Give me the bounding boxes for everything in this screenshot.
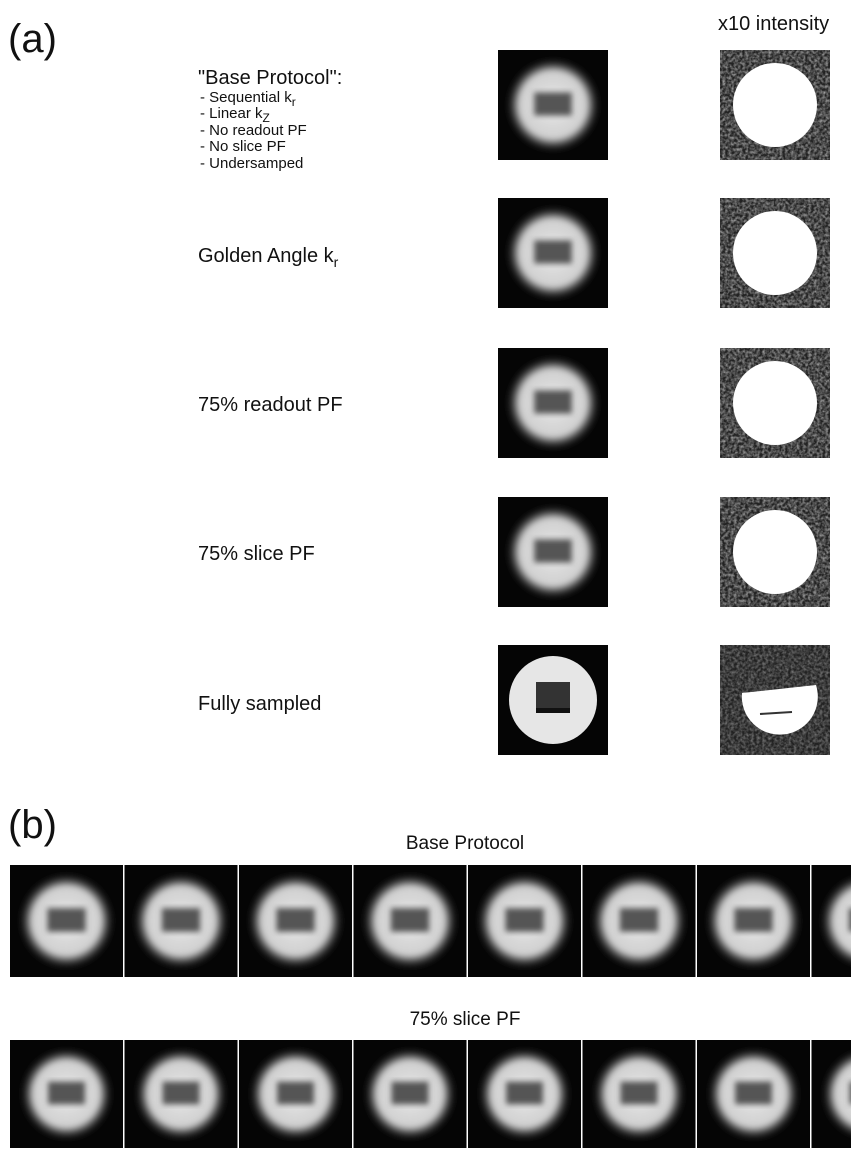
- mri-image: [812, 1040, 851, 1148]
- row-title: 75% slice PF: [198, 543, 315, 565]
- strip-title: Base Protocol: [406, 833, 524, 854]
- panel-label: (b): [8, 803, 57, 847]
- phantom-insert: [620, 908, 658, 931]
- mri-image: [468, 1040, 581, 1148]
- row-title: Fully sampled: [198, 693, 321, 715]
- images: [10, 50, 851, 1148]
- mri-image: [10, 1040, 123, 1148]
- mri-image: [239, 865, 352, 977]
- phantom-insert: [506, 1082, 543, 1105]
- mri-image-x10: [720, 348, 830, 458]
- mri-image: [354, 1040, 467, 1148]
- phantom-insert: [534, 539, 572, 562]
- item-text: - Sequential k: [200, 89, 292, 106]
- phantom-insert: [47, 908, 85, 931]
- phantom-insert: [734, 908, 772, 931]
- mri-image: [583, 1040, 696, 1148]
- panel-label: (a): [8, 17, 57, 61]
- mri-image-x10: [720, 497, 830, 607]
- figure: (a) x10 intensity "Base Protocol": - Seq…: [0, 0, 851, 1148]
- phantom-insert: [48, 1082, 85, 1105]
- phantom-insert: [536, 682, 570, 710]
- phantom-insert: [162, 908, 200, 931]
- mri-image: [125, 865, 238, 977]
- mri-image: [583, 865, 696, 977]
- mri-image: [498, 50, 608, 160]
- phantom-insert: [534, 240, 572, 263]
- phantom: [733, 211, 817, 295]
- item-text: - Linear k: [200, 105, 263, 122]
- phantom: [733, 63, 817, 147]
- mri-image-x10: [720, 198, 830, 308]
- protocol-item: - Undersamped: [200, 155, 303, 172]
- strip-title: 75% slice PF: [410, 1009, 521, 1030]
- phantom-insert: [735, 1082, 772, 1105]
- mri-image: [498, 198, 608, 308]
- column-header: x10 intensity: [718, 13, 829, 35]
- phantom: [733, 510, 817, 594]
- title-subscript: r: [334, 254, 339, 270]
- phantom-insert: [505, 908, 543, 931]
- mri-image: [239, 1040, 352, 1148]
- phantom-insert: [621, 1082, 658, 1105]
- mri-image: [697, 1040, 810, 1148]
- phantom-insert: [277, 1082, 314, 1105]
- mri-image: [498, 497, 608, 607]
- phantom-insert: [163, 1082, 200, 1105]
- phantom-insert: [276, 908, 314, 931]
- mri-image: [812, 865, 851, 977]
- mri-image: [697, 865, 810, 977]
- mri-image: [125, 1040, 238, 1148]
- row-title: 75% readout PF: [198, 394, 343, 416]
- protocol-item: - No readout PF: [200, 122, 307, 139]
- mri-image-x10: [720, 50, 830, 160]
- row-title: Golden Angle kr: [198, 245, 339, 270]
- phantom-insert: [534, 92, 572, 115]
- mri-image: [498, 645, 608, 755]
- phantom-insert: [391, 908, 429, 931]
- mri-image-x10: [720, 645, 830, 755]
- mri-image: [498, 348, 608, 458]
- mri-image: [354, 865, 467, 977]
- page: { "panel_a": { "label": "(a)", "column_h…: [0, 0, 851, 1148]
- protocol-item: - No slice PF: [200, 138, 286, 155]
- phantom-insert: [534, 390, 572, 413]
- phantom-insert-edge: [536, 708, 570, 713]
- title-text: Golden Angle k: [198, 245, 335, 267]
- item-subscript: r: [292, 95, 296, 109]
- row-title: "Base Protocol":: [198, 67, 342, 89]
- phantom-insert: [392, 1082, 429, 1105]
- phantom: [733, 361, 817, 445]
- mri-image: [468, 865, 581, 977]
- mri-image: [10, 865, 123, 977]
